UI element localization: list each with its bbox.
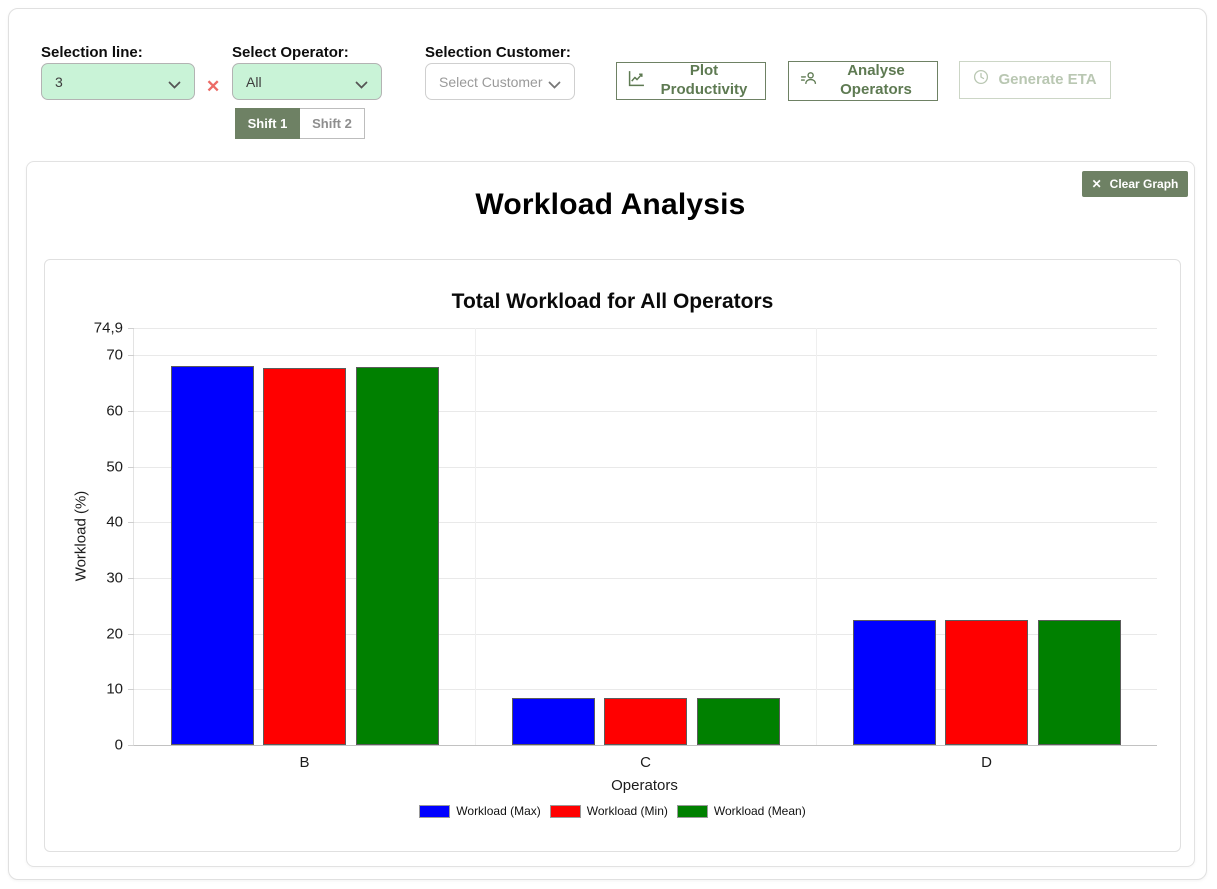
selection-customer-select[interactable]: Select Customer <box>425 63 575 100</box>
legend-item[interactable]: Workload (Mean) <box>676 804 806 818</box>
chevron-down-icon <box>548 77 561 89</box>
v-gridline <box>816 328 817 745</box>
y-tick-label: 0 <box>114 736 123 754</box>
x-tick-label: D <box>981 754 992 771</box>
bar-B-Workload (Min) <box>263 368 346 745</box>
chart-icon <box>628 70 645 93</box>
h-gridline <box>134 689 1157 691</box>
shift-2-button[interactable]: Shift 2 <box>300 108 365 139</box>
bar-C-Workload (Min) <box>604 698 687 745</box>
generate-eta-label: Generate ETA <box>998 70 1097 88</box>
analyse-operators-label: Analyse Operators <box>840 62 912 98</box>
selection-customer-label: Selection Customer: <box>425 44 571 61</box>
legend-item[interactable]: Workload (Min) <box>549 804 668 818</box>
page-title: Workload Analysis <box>475 188 746 221</box>
y-axis-title: Workload (%) <box>72 490 90 582</box>
legend-swatch <box>549 804 581 818</box>
y-tick-label: 60 <box>106 402 123 420</box>
workload-panel: ✕ Clear Graph Workload Analysis Total Wo… <box>26 161 1195 867</box>
bar-D-Workload (Min) <box>945 620 1028 745</box>
legend-label: Workload (Max) <box>456 804 541 818</box>
select-operator-label: Select Operator: <box>232 44 349 61</box>
h-gridline <box>134 410 1157 412</box>
y-tick-label: 10 <box>106 680 123 698</box>
h-gridline <box>134 328 1157 329</box>
y-tick-mark <box>128 355 134 357</box>
bar-D-Workload (Max) <box>852 619 936 745</box>
clear-graph-button[interactable]: ✕ Clear Graph <box>1082 171 1188 197</box>
h-gridline <box>134 633 1157 635</box>
y-tick-mark <box>128 410 134 412</box>
y-tick-label: 40 <box>106 513 123 531</box>
app-container: Selection line: 3 ✕ Select Operator: All… <box>8 8 1207 880</box>
plot-area: 0 10 20 30 40 50 60 70 74,9 B C D <box>94 320 1157 771</box>
selection-line-value: 3 <box>55 73 63 90</box>
bar-B-Workload (Max) <box>170 365 254 745</box>
clock-icon <box>973 69 989 91</box>
chevron-down-icon <box>168 77 181 89</box>
legend-item[interactable]: Workload (Max) <box>419 804 541 818</box>
bar-C-Workload (Mean) <box>696 697 780 745</box>
chevron-down-icon <box>355 77 368 89</box>
selection-line-label: Selection line: <box>41 44 143 61</box>
chart-card: Total Workload for All Operators Workloa… <box>44 259 1181 852</box>
shift-1-button[interactable]: Shift 1 <box>235 108 300 139</box>
legend-swatch <box>419 804 451 818</box>
select-operator-value: All <box>246 73 262 90</box>
y-tick-mark <box>128 689 134 691</box>
plot-productivity-label: Plot Productivity <box>660 62 748 98</box>
x-axis-title: Operators <box>611 777 678 794</box>
clear-graph-label: Clear Graph <box>1109 177 1179 191</box>
y-tick-mark <box>128 522 134 524</box>
x-tick-label: B <box>299 754 310 771</box>
bar-C-Workload (Max) <box>511 697 595 745</box>
selection-customer-placeholder: Select Customer <box>439 73 543 90</box>
analyse-operators-button[interactable]: Analyse Operators <box>788 61 938 101</box>
y-tick-label: 20 <box>106 625 123 643</box>
legend-label: Workload (Min) <box>586 804 668 818</box>
chart-title: Total Workload for All Operators <box>451 290 774 313</box>
h-gridline <box>134 522 1157 524</box>
y-tick-mark <box>128 328 134 329</box>
clear-line-button[interactable]: ✕ <box>206 77 221 96</box>
bar-D-Workload (Mean) <box>1037 619 1121 745</box>
plot-productivity-button[interactable]: Plot Productivity <box>616 62 766 100</box>
shift-toggle: Shift 1 Shift 2 <box>235 108 365 139</box>
y-tick-mark <box>128 466 134 468</box>
legend-label: Workload (Mean) <box>713 804 806 818</box>
h-gridline <box>134 577 1157 579</box>
operators-icon <box>800 70 817 93</box>
chart-legend: Workload (Max) Workload (Min) Workload (Me… <box>45 804 1180 818</box>
y-tick-label: 74,9 <box>93 319 123 337</box>
y-tick-mark <box>128 745 134 746</box>
selection-line-select[interactable]: 3 <box>41 63 195 100</box>
y-tick-label: 30 <box>106 569 123 587</box>
bar-B-Workload (Mean) <box>355 366 439 745</box>
v-gridline <box>475 328 476 745</box>
h-gridline <box>134 466 1157 468</box>
y-tick-label: 70 <box>106 346 123 364</box>
y-tick-label: 50 <box>106 458 123 476</box>
generate-eta-button[interactable]: Generate ETA <box>959 61 1111 99</box>
legend-swatch <box>676 804 708 818</box>
select-operator-select[interactable]: All <box>232 63 382 100</box>
x-tick-label: C <box>640 754 651 771</box>
h-gridline <box>134 355 1157 357</box>
close-icon: ✕ <box>1091 177 1102 191</box>
y-tick-mark <box>128 577 134 579</box>
y-tick-mark <box>128 633 134 635</box>
